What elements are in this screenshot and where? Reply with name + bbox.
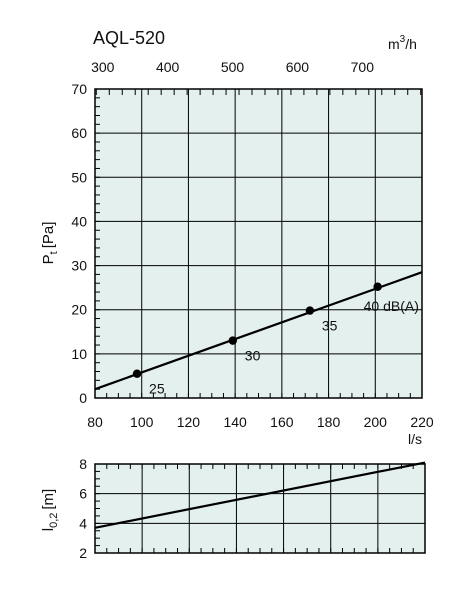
bottom-y-tick-label: 2 — [79, 545, 87, 561]
x-tick-label: 80 — [87, 414, 103, 430]
top-plot-frame — [94, 88, 423, 399]
x-axis-label: l/s — [408, 431, 422, 447]
bottom-plot-frame — [94, 463, 426, 554]
bottom-y-tick-label: 6 — [79, 486, 87, 502]
sound-level-point — [132, 369, 142, 378]
secondary-x-unit: m3/h — [388, 34, 417, 52]
x-tick-label: 160 — [270, 414, 294, 430]
sound-level-labels: 25 30 35 40 dB(A) — [149, 298, 419, 397]
sound-level-label: 40 dB(A) — [364, 298, 419, 314]
x-tick-label: 200 — [364, 414, 388, 430]
sound-level-point — [305, 306, 315, 315]
x-tick-label: 100 — [130, 414, 154, 430]
x-tick-labels: 80 100 120 140 160 180 200 220 — [87, 414, 434, 430]
y-tick-label: 30 — [71, 258, 87, 274]
sound-level-label: 35 — [322, 318, 338, 334]
x-tick-label: 220 — [410, 414, 434, 430]
y-tick-label: 70 — [71, 81, 87, 97]
secondary-x-tick-labels: 300 400 500 600 700 — [91, 59, 374, 75]
secondary-x-tick-label: 300 — [91, 59, 115, 75]
y-tick-labels: 0 10 20 30 40 50 60 70 — [71, 81, 87, 406]
sound-level-point — [228, 336, 238, 345]
secondary-x-tick-label: 400 — [156, 59, 180, 75]
sound-level-point — [373, 282, 382, 291]
x-tick-label: 120 — [177, 414, 201, 430]
x-tick-label: 180 — [317, 414, 341, 430]
bottom-y-axis-label: l0,2[m] — [40, 489, 60, 531]
y-tick-label: 40 — [71, 213, 87, 229]
chart-title: AQL-520 — [93, 28, 165, 48]
y-tick-label: 10 — [71, 346, 87, 362]
secondary-x-tick-label: 600 — [286, 59, 310, 75]
sound-level-label: 25 — [149, 381, 165, 397]
y-tick-label: 60 — [71, 125, 87, 141]
bottom-y-tick-labels: 2 4 6 8 — [79, 456, 87, 561]
secondary-x-tick-label: 500 — [221, 59, 245, 75]
throw-length-curve — [94, 461, 426, 529]
y-tick-label: 0 — [79, 390, 87, 406]
secondary-x-tick-label: 700 — [351, 59, 375, 75]
x-tick-label: 140 — [223, 414, 247, 430]
pressure-curve — [94, 271, 423, 391]
top-plot-area — [95, 89, 422, 398]
sound-level-points — [132, 282, 382, 378]
bottom-plot-area — [95, 464, 425, 553]
sound-level-label: 30 — [245, 348, 261, 364]
y-tick-label: 50 — [71, 169, 87, 185]
bottom-y-tick-label: 8 — [79, 456, 87, 472]
bottom-y-tick-label: 4 — [79, 515, 87, 531]
secondary-x-axis-ticks — [95, 89, 422, 95]
y-tick-label: 20 — [71, 302, 87, 318]
top-y-axis-label: Pt[Pa] — [40, 222, 60, 265]
